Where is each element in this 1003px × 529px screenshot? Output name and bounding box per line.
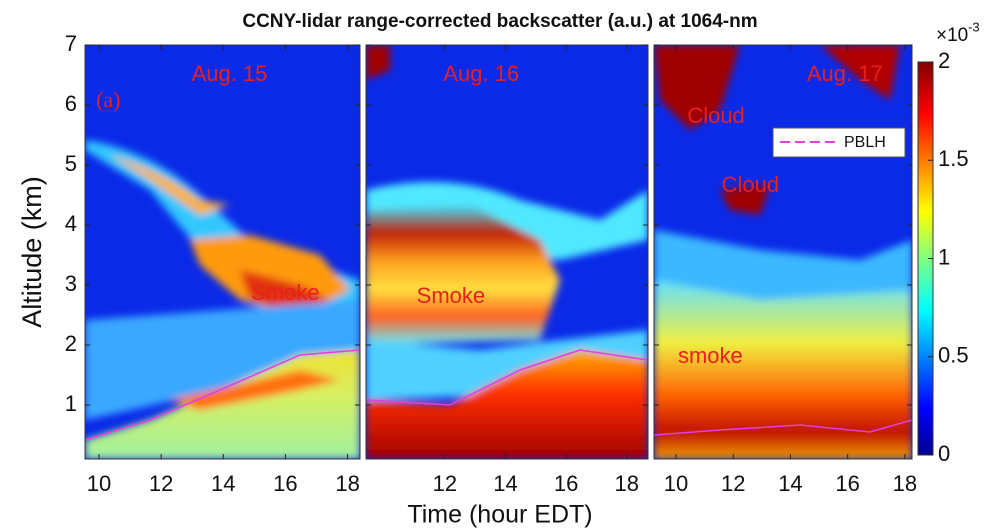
- colorbar-exponent: -3: [968, 19, 980, 34]
- y-tick-label: 5: [65, 151, 77, 176]
- colorbar-multiplier: ×10: [936, 25, 968, 46]
- y-tick-label: 4: [65, 211, 77, 236]
- x-tick-label: 18: [335, 471, 359, 496]
- annotation: Cloud: [722, 172, 779, 197]
- x-tick-label: 18: [893, 471, 917, 496]
- legend-label: PBLH: [844, 134, 886, 151]
- x-tick-label: 10: [87, 471, 111, 496]
- x-tick-label: 16: [554, 471, 578, 496]
- annotation: Aug. 17: [807, 61, 883, 86]
- y-tick-label: 7: [65, 31, 77, 56]
- x-tick-label: 16: [273, 471, 297, 496]
- annotation: Aug. 16: [443, 61, 519, 86]
- heatmap-image: [85, 45, 912, 459]
- colorbar-tick-label: 0: [938, 441, 950, 466]
- y-axis-label: Altitude (km): [17, 176, 47, 328]
- panel-frame: [84, 44, 361, 460]
- annotation: Smoke: [417, 283, 485, 308]
- x-tick-label: 14: [778, 471, 802, 496]
- colorbar-tick-label: 1: [938, 244, 950, 269]
- x-tick-label: 14: [493, 471, 517, 496]
- annotation: Smoke: [251, 280, 319, 305]
- annotation: Cloud: [687, 103, 744, 128]
- annotation: (a): [96, 87, 120, 112]
- y-tick-label: 1: [65, 391, 77, 416]
- x-tick-label: 12: [721, 471, 745, 496]
- y-tick-label: 6: [65, 91, 77, 116]
- annotation: Aug. 15: [192, 61, 268, 86]
- x-axis-label: Time (hour EDT): [407, 501, 592, 529]
- y-tick-label: 2: [65, 331, 77, 356]
- x-tick-label: 12: [149, 471, 173, 496]
- x-tick-label: 14: [211, 471, 235, 496]
- x-tick-label: 16: [835, 471, 859, 496]
- x-tick-label: 10: [664, 471, 688, 496]
- annotation: smoke: [678, 343, 743, 368]
- colorbar-tick-label: 1.5: [938, 146, 969, 171]
- panel-frame: [653, 44, 913, 460]
- x-tick-label: 18: [615, 471, 639, 496]
- colorbar-tick-label: 0.5: [938, 343, 969, 368]
- x-tick-label: 12: [433, 471, 457, 496]
- panel-frame: [365, 44, 649, 460]
- colorbar-tick-label: 2: [938, 48, 950, 73]
- chart-title: CCNY-lidar range-corrected backscatter (…: [242, 11, 757, 32]
- y-tick-label: 3: [65, 271, 77, 296]
